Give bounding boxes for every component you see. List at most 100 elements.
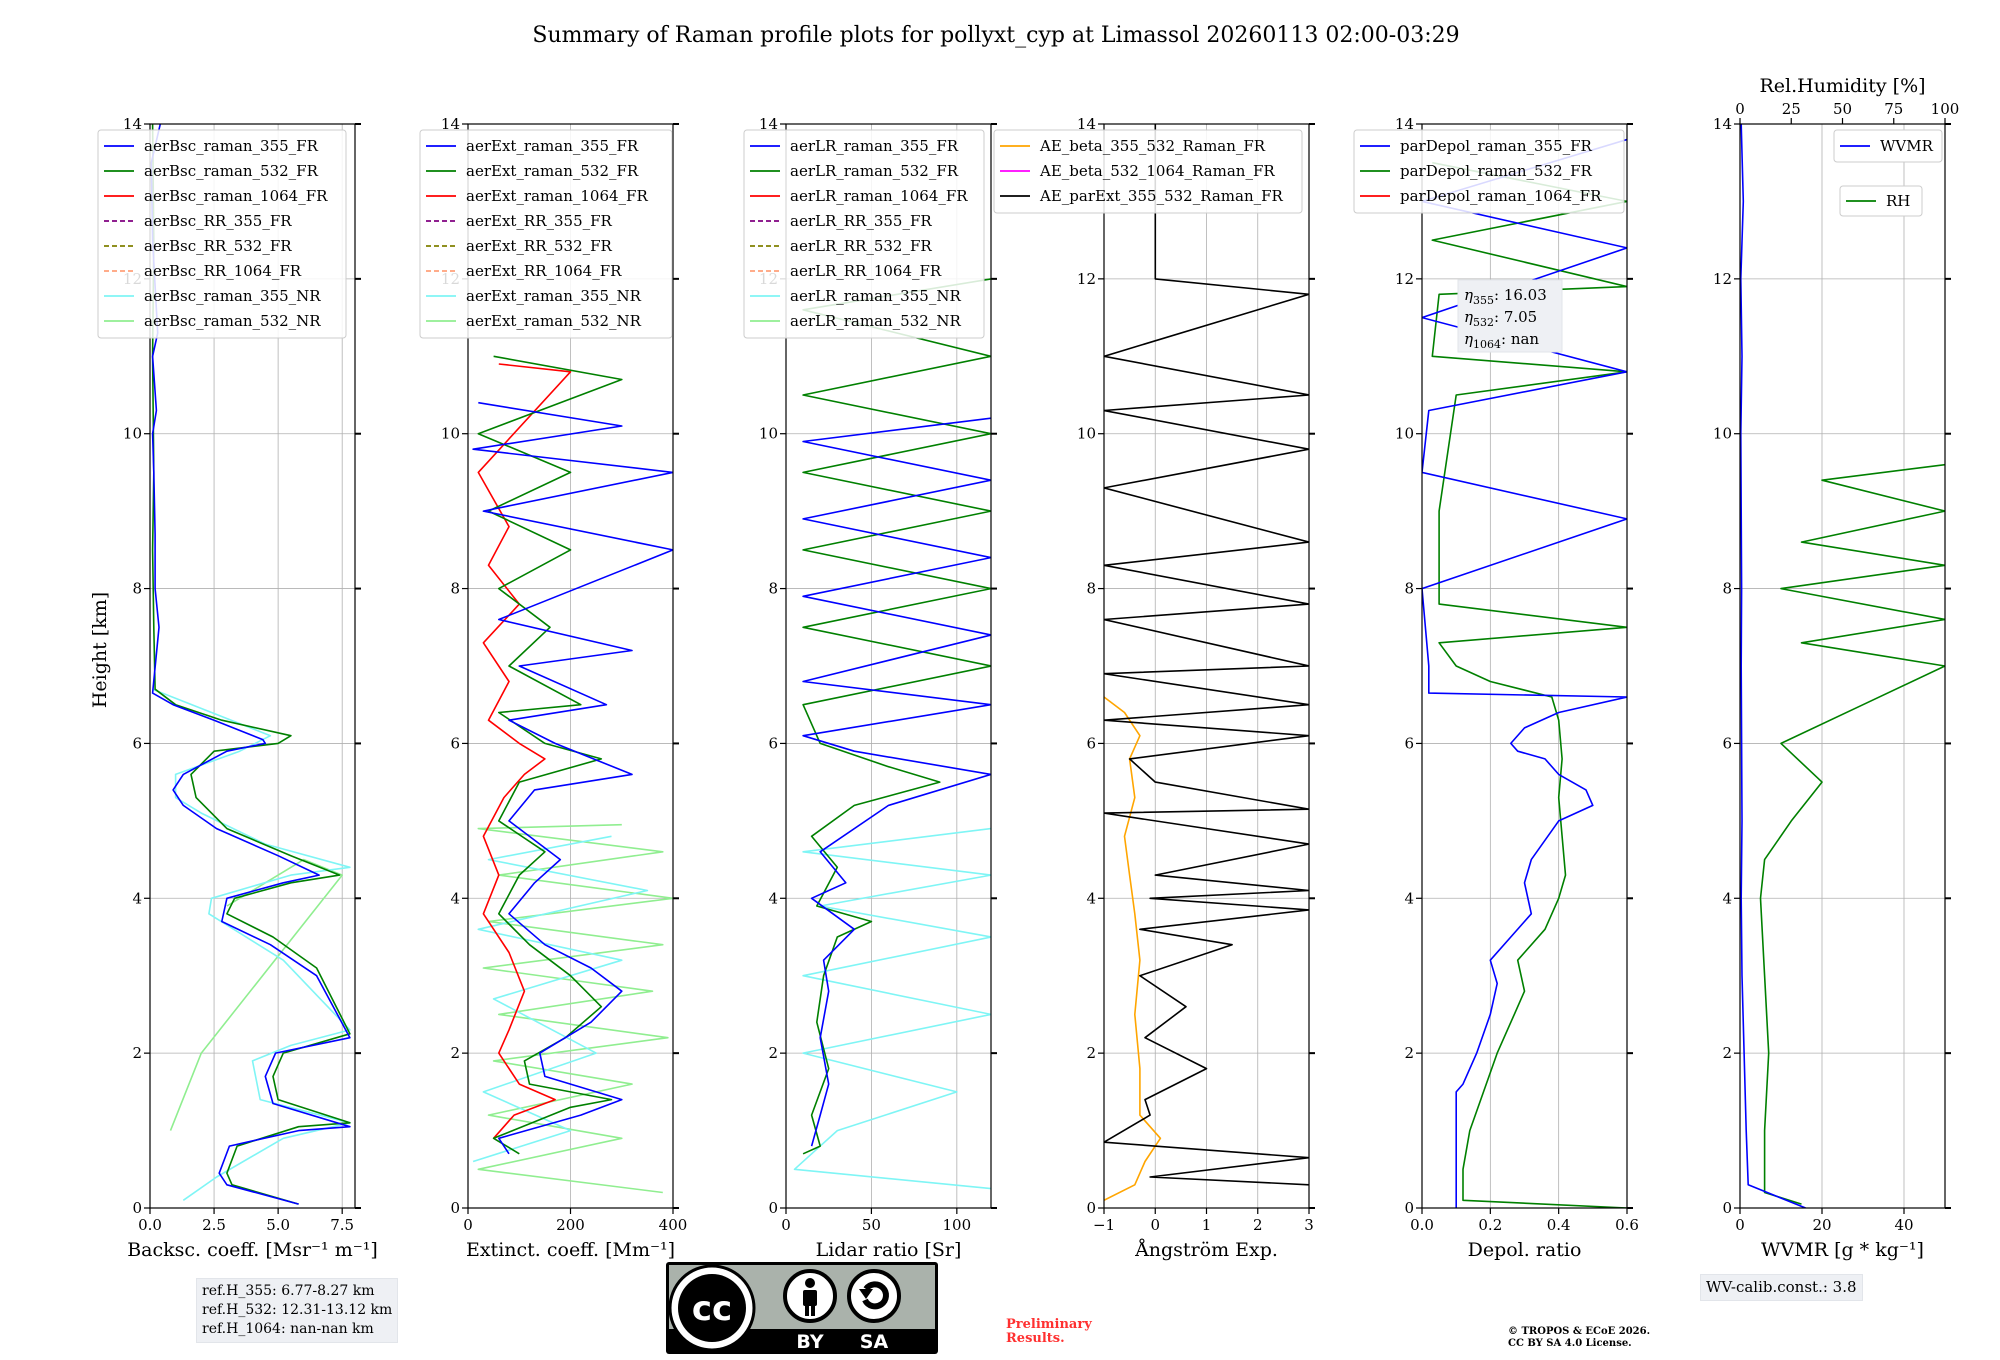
top-tick-label: 0: [1735, 100, 1745, 118]
y-tick-label: 4: [450, 889, 460, 907]
y-tick-label: 14: [1395, 115, 1414, 133]
x-tick-label: 5.0: [266, 1216, 290, 1234]
legend-label: aerLR_raman_355_NR: [790, 287, 961, 305]
legend-box: [97, 129, 347, 339]
legend-label: parDepol_raman_355_FR: [1400, 137, 1593, 155]
eta-entry: η355: 16.03: [1464, 286, 1547, 307]
legend-label: AE_beta_532_1064_Raman_FR: [1039, 162, 1275, 180]
y-tick-label: 14: [759, 115, 778, 133]
panel-ext: 024681012140200400Extinct. coeff. [Mm⁻¹]…: [419, 115, 688, 1261]
legend: AE_beta_355_532_Raman_FR AE_beta_532_1064…: [993, 129, 1303, 214]
legend-box: [419, 129, 673, 339]
series-line-aerLR_raman_355_NR: [793, 827, 991, 1190]
x-axis-label: Lidar ratio [Sr]: [816, 1239, 962, 1261]
x-tick-label: 100: [943, 1216, 972, 1234]
y-tick-label: 4: [1722, 889, 1732, 907]
series-line-aerBsc_raman_532_NR: [169, 858, 344, 1131]
copyright-line-1: © TROPOS & ECoE 2026.: [1508, 1326, 1651, 1337]
legend-label: aerLR_RR_355_FR: [790, 212, 932, 230]
reference-height-box: ref.H_355: 6.77-8.27 km ref.H_532: 12.31…: [196, 1278, 399, 1343]
by-person-icon: [783, 1269, 837, 1323]
y-tick-label: 4: [132, 889, 142, 907]
series-line-aerBsc_raman_355_NR: [152, 688, 351, 1201]
legend-label: aerExt_raman_532_FR: [466, 162, 639, 180]
top-tick-label: 75: [1884, 100, 1903, 118]
legend-label: aerLR_RR_532_FR: [790, 237, 932, 255]
legend: aerBsc_raman_355_FR aerBsc_raman_532_FRae…: [97, 129, 347, 339]
legend-label: aerBsc_raman_355_NR: [144, 287, 321, 305]
by-label: BY: [796, 1331, 823, 1353]
x-axis-label: Extinct. coeff. [Mm⁻¹]: [466, 1239, 675, 1261]
legend-label: aerExt_raman_1064_FR: [466, 187, 648, 205]
series-line-aerBsc_raman_355_FR: [150, 124, 351, 1205]
plot-frame: [1421, 123, 1628, 1209]
series-line-aerExt_raman_532_FR: [477, 355, 623, 1155]
y-tick-label: 14: [1077, 115, 1096, 133]
y-tick-label: 8: [1086, 580, 1096, 598]
y-tick-label: 12: [1077, 270, 1096, 288]
legend-label: aerLR_raman_1064_FR: [790, 187, 968, 205]
sa-label: SA: [860, 1331, 889, 1353]
x-tick-label: 0: [1150, 1216, 1160, 1234]
legend-label: aerExt_RR_355_FR: [466, 212, 613, 230]
y-tick-label: 8: [450, 580, 460, 598]
y-tick-label: 8: [768, 580, 778, 598]
y-tick-label: 6: [1722, 734, 1732, 752]
y-tick-label: 0: [450, 1199, 460, 1217]
top-tick-label: 50: [1833, 100, 1852, 118]
legend: WVMR RH: [1833, 129, 1943, 217]
legend-label: aerBsc_RR_355_FR: [144, 212, 292, 230]
y-tick-label: 8: [132, 580, 142, 598]
y-tick-label: 4: [768, 889, 778, 907]
y-tick-label: 10: [1077, 425, 1096, 443]
x-tick-label: 400: [659, 1216, 688, 1234]
y-tick-label: 12: [1395, 270, 1414, 288]
y-tick-label: 14: [441, 115, 460, 133]
legend-label: aerExt_RR_1064_FR: [466, 262, 622, 280]
y-tick-label: 6: [450, 734, 460, 752]
copyright-line-2: CC BY SA 4.0 License.: [1508, 1338, 1632, 1349]
y-tick-label: 10: [123, 425, 142, 443]
y-tick-label: 6: [768, 734, 778, 752]
legend-label: parDepol_raman_1064_FR: [1400, 187, 1602, 205]
legend-label: RH: [1886, 192, 1910, 210]
x-tick-label: 20: [1812, 1216, 1831, 1234]
series-group: [472, 355, 673, 1194]
eta-entry: η532: 7.05: [1464, 308, 1537, 329]
x-tick-label: 7.5: [330, 1216, 354, 1234]
x-tick-label: 200: [556, 1216, 585, 1234]
cc-by-sa-badge[interactable]: cc BY SA: [666, 1262, 938, 1354]
legend-label: aerExt_raman_532_NR: [466, 312, 642, 330]
x-tick-label: 0: [781, 1216, 791, 1234]
sa-share-alike-icon: [847, 1269, 901, 1323]
legend-label: aerBsc_RR_532_FR: [144, 237, 292, 255]
series-group: [150, 124, 351, 1205]
series-line-aerExt_raman_532_NR: [477, 823, 673, 1194]
legend: aerExt_raman_355_FR aerExt_raman_532_FRae…: [419, 129, 673, 339]
plot-frame: [1739, 123, 1946, 1209]
series-line-aerExt_raman_355_NR: [472, 835, 649, 1163]
x-tick-label: −1: [1093, 1216, 1115, 1234]
legend-box: [1833, 129, 1943, 163]
legend-label: aerBsc_raman_532_NR: [144, 312, 321, 330]
legend-label: aerLR_raman_532_FR: [790, 162, 959, 180]
x-tick-label: 2.5: [202, 1216, 226, 1234]
x-tick-label: 0.6: [1615, 1216, 1639, 1234]
x-tick-label: 0.4: [1547, 1216, 1571, 1234]
legend-box: [743, 129, 985, 339]
y-tick-label: 4: [1086, 889, 1096, 907]
y-tick-label: 2: [1086, 1044, 1096, 1062]
y-tick-label: 6: [1086, 734, 1096, 752]
legend-label: WVMR: [1880, 137, 1934, 155]
preliminary-line-2: Results.: [1006, 1331, 1065, 1346]
x-tick-label: 0.0: [138, 1216, 162, 1234]
x-axis-label: Ångström Exp.: [1134, 1239, 1278, 1261]
legend-label: aerLR_raman_355_FR: [790, 137, 959, 155]
grid-lines: [1103, 123, 1310, 1209]
panel-depol: 0 2 4 6 8 10 12 14 0.0 0.2 0.4 0.6 Depol. ratio parDe…: [1353, 115, 1639, 1261]
